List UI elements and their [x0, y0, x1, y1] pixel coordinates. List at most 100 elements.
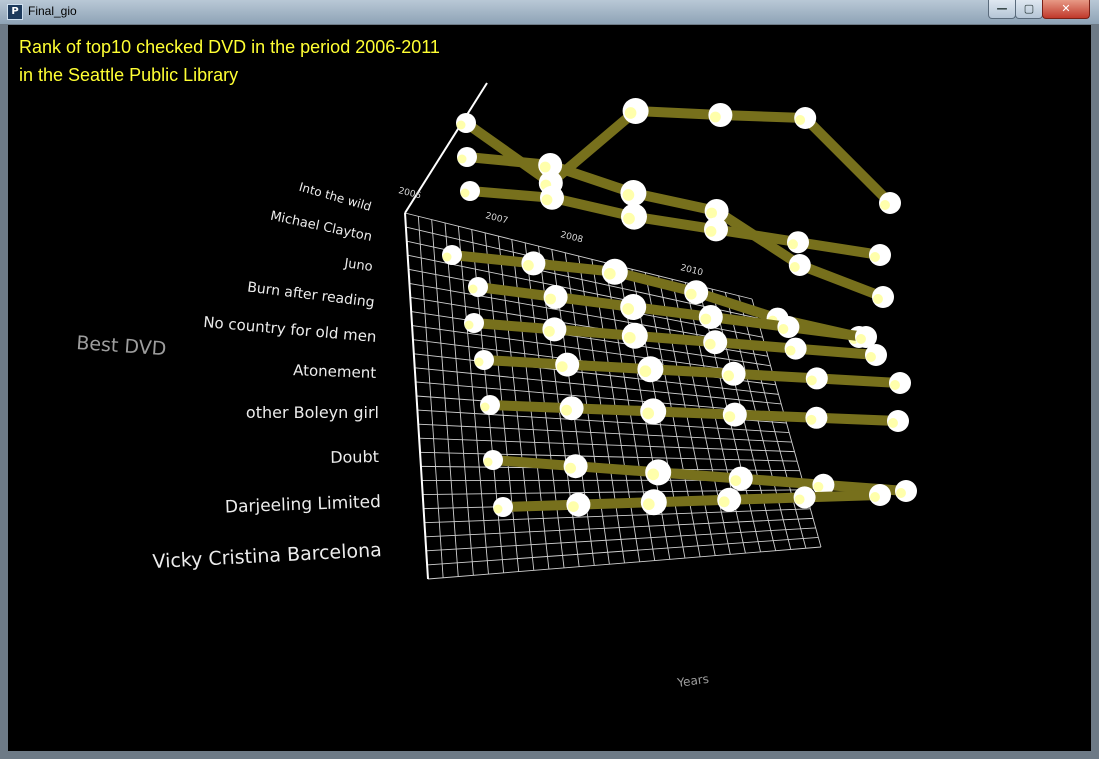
data-point-highlight: [556, 361, 568, 372]
data-point-highlight: [460, 188, 470, 198]
data-point-highlight: [700, 313, 712, 325]
data-point-highlight: [723, 370, 734, 382]
dvd-row-label: Michael Clayton: [269, 209, 373, 245]
data-point-highlight: [568, 501, 579, 512]
category-axis-title: Best DVD: [76, 332, 167, 360]
grid-line-horizontal: [424, 508, 811, 524]
data-point-highlight: [873, 294, 883, 304]
data-point-highlight: [724, 411, 736, 422]
grid-line-horizontal: [426, 527, 816, 552]
data-point-highlight: [870, 492, 880, 502]
grid-line-horizontal: [427, 546, 822, 580]
data-point-highlight: [888, 418, 898, 428]
x-tick-label: 2008: [559, 230, 584, 245]
data-point-highlight: [565, 462, 576, 474]
minimize-icon: —: [996, 2, 1008, 15]
data-point-highlight: [642, 498, 655, 511]
dvd-row-label: other Boleyn girl: [246, 403, 379, 422]
data-point-highlight: [710, 111, 721, 123]
dvd-row-label: Atonement: [293, 361, 377, 382]
x-tick-label: 2007: [484, 211, 509, 226]
data-point-highlight: [474, 357, 484, 367]
dvd-row-label: Darjeeling Limited: [225, 492, 382, 517]
data-point-highlight: [806, 414, 817, 425]
processing-icon: P: [7, 4, 23, 20]
grid-line-horizontal: [420, 451, 798, 462]
series-line: [479, 355, 905, 388]
data-point-highlight: [789, 262, 800, 272]
data-point-highlight: [483, 457, 493, 467]
data-point-highlight: [623, 331, 636, 344]
data-point-highlight: [870, 252, 880, 262]
data-point-highlight: [456, 120, 466, 130]
dvd-row-label: Juno: [342, 256, 373, 275]
data-point-highlight: [545, 293, 556, 305]
data-point-highlight: [623, 212, 635, 225]
data-point-highlight: [778, 324, 789, 334]
data-point-highlight: [622, 303, 635, 315]
series-line: [498, 490, 885, 512]
data-point-highlight: [561, 404, 572, 416]
data-point-highlight: [896, 488, 906, 498]
grid-line-vertical: [724, 292, 792, 550]
data-point-highlight: [794, 494, 805, 505]
data-point-highlight: [464, 320, 474, 330]
grid-line-horizontal: [419, 437, 795, 453]
chart-title-line-2: in the Seattle Public Library: [19, 65, 239, 85]
data-point-highlight: [442, 252, 452, 262]
data-point-highlight: [788, 239, 798, 250]
data-point-highlight: [890, 380, 900, 390]
series-line: [461, 106, 895, 208]
data-point-highlight: [603, 267, 616, 280]
window-title: Final_gio: [28, 4, 77, 18]
grid-line-horizontal: [418, 423, 792, 443]
x-tick-label: 2010: [679, 263, 704, 278]
data-point-highlight: [705, 226, 717, 237]
data-point-highlight: [730, 475, 742, 486]
x-axis-title: Years: [675, 672, 709, 690]
dvd-row-label: Vicky Cristina Barcelona: [152, 539, 382, 573]
data-point-highlight: [806, 375, 817, 386]
axis-line-left: [404, 212, 429, 580]
close-button[interactable]: ✕: [1042, 0, 1090, 19]
data-point-highlight: [647, 468, 660, 481]
maximize-icon: ▢: [1023, 2, 1035, 15]
data-point-highlight: [718, 496, 730, 508]
data-point-highlight: [704, 338, 716, 350]
data-point-highlight: [539, 161, 551, 173]
dvd-row-label: Into the wild: [297, 180, 373, 214]
data-point-highlight: [622, 189, 635, 201]
series-line: [488, 455, 911, 496]
data-point-highlight: [795, 115, 806, 125]
data-point-highlight: [457, 154, 467, 164]
axis-line-depth: [404, 82, 488, 214]
chart-title-line-1: Rank of top10 checked DVD in the period …: [19, 37, 440, 57]
series-line: [485, 400, 903, 426]
data-point-highlight: [468, 284, 478, 294]
maximize-button[interactable]: ▢: [1015, 0, 1043, 19]
grid-line-horizontal: [425, 517, 814, 538]
data-point-highlight: [642, 407, 655, 420]
data-point-highlight: [493, 504, 503, 514]
dvd-row-label: Burn after reading: [246, 279, 375, 310]
dvd-row-label: Doubt: [330, 447, 379, 467]
x-tick-label: 2006: [397, 186, 422, 201]
close-icon: ✕: [1061, 2, 1071, 15]
grid-line-horizontal: [427, 537, 819, 566]
minimize-button[interactable]: —: [988, 0, 1016, 19]
data-point-highlight: [639, 365, 652, 378]
data-point-highlight: [880, 200, 890, 210]
grid-line-horizontal: [417, 409, 790, 433]
data-point-highlight: [624, 107, 637, 119]
series-line: [465, 186, 885, 260]
series-line: [462, 152, 888, 302]
data-point-highlight: [813, 481, 824, 492]
data-point-highlight: [480, 402, 490, 412]
data-point-highlight: [785, 345, 796, 356]
series-line: [469, 318, 881, 360]
data-point-highlight: [685, 288, 697, 300]
title-bar[interactable]: P Final_gio — ▢ ✕: [0, 0, 1099, 24]
dvd-row-label: No country for old men: [203, 313, 378, 346]
data-point-highlight: [706, 207, 717, 219]
